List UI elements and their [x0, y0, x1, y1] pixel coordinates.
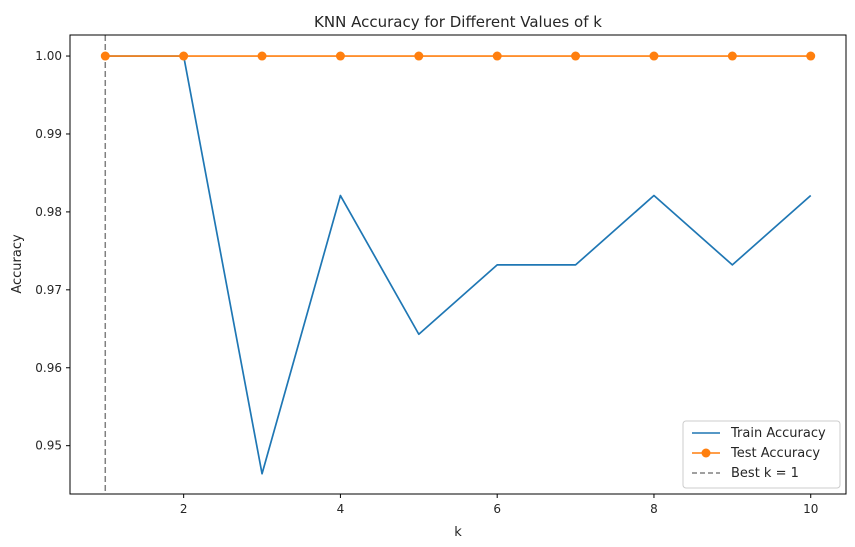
data-point-test — [649, 51, 659, 61]
legend-label-test: Test Accuracy — [730, 446, 820, 461]
data-point-test — [257, 51, 267, 61]
data-point-test — [179, 51, 189, 61]
x-tick-label: 8 — [650, 502, 658, 516]
x-tick-label: 4 — [337, 502, 345, 516]
x-tick-label: 2 — [180, 502, 188, 516]
data-point-test — [100, 51, 110, 61]
y-tick-label: 0.95 — [35, 439, 62, 453]
y-axis-title: Accuracy — [10, 234, 25, 294]
y-tick-label: 0.96 — [35, 361, 62, 375]
axes: 2 4 6 8 10 0.95 0.96 0.97 0.98 0.99 1.00 — [35, 49, 818, 516]
data-point-test — [806, 51, 816, 61]
legend-label-train: Train Accuracy — [730, 426, 826, 441]
legend-marker-test — [701, 448, 711, 458]
series-line-train — [105, 55, 812, 475]
y-tick-label: 0.99 — [35, 127, 62, 141]
data-point-test — [492, 51, 502, 61]
chart-title: KNN Accuracy for Different Values of k — [314, 13, 602, 31]
legend: Train Accuracy Test Accuracy Best k = 1 — [682, 420, 841, 489]
y-tick-label: 0.98 — [35, 205, 62, 219]
x-tick-label: 10 — [803, 502, 818, 516]
data-point-test — [571, 51, 581, 61]
data-point-test — [414, 51, 424, 61]
legend-box — [682, 420, 841, 489]
y-tick-label: 0.97 — [35, 283, 62, 297]
x-tick-label: 6 — [493, 502, 501, 516]
plot-area — [100, 35, 816, 494]
data-point-test — [335, 51, 345, 61]
y-tick-label: 1.00 — [35, 49, 62, 63]
legend-label-best-k: Best k = 1 — [731, 466, 799, 481]
plot-frame — [69, 34, 847, 495]
data-point-test — [727, 51, 737, 61]
x-axis-title: k — [454, 525, 462, 540]
